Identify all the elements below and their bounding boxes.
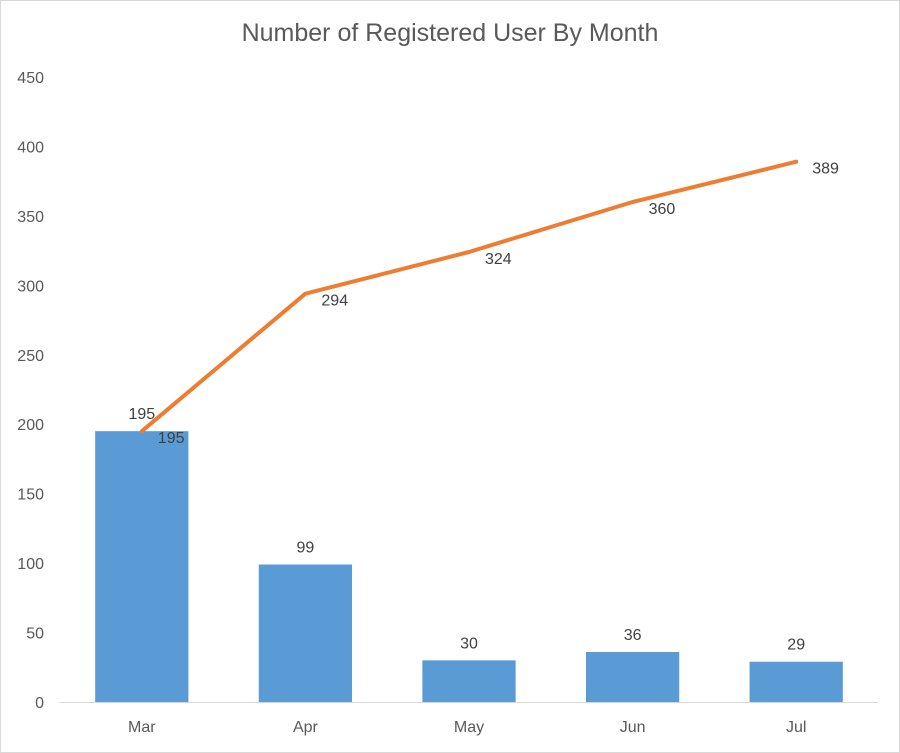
bar-data-label: 195 <box>128 406 155 423</box>
bar-mar <box>95 431 189 702</box>
bar-data-label: 30 <box>460 635 478 652</box>
bar-data-label: 36 <box>624 627 642 644</box>
y-tick-label: 450 <box>17 70 44 87</box>
bar-apr <box>258 564 353 702</box>
x-tick-label: Jun <box>620 719 646 736</box>
y-tick-label: 0 <box>35 695 44 712</box>
y-tick-label: 150 <box>17 487 44 504</box>
line-data-label: 294 <box>321 293 348 310</box>
y-tick-label: 50 <box>26 626 44 643</box>
y-tick-label: 400 <box>17 139 44 156</box>
x-tick-label: Jul <box>786 719 806 736</box>
bar-data-label: 99 <box>297 540 315 557</box>
x-tick-label: Apr <box>293 719 319 736</box>
chart-title: Number of Registered User By Month <box>241 19 659 47</box>
cumulative-line <box>139 159 799 434</box>
bar-may <box>422 660 516 702</box>
bar-data-label: 29 <box>787 637 805 654</box>
x-tick-label: May <box>454 719 484 736</box>
bar-jun <box>585 652 680 702</box>
y-tick-label: 350 <box>17 209 44 226</box>
y-tick-label: 250 <box>17 348 44 365</box>
line-data-label: 195 <box>158 430 185 447</box>
line-data-label: 324 <box>485 251 512 268</box>
line-data-label: 389 <box>812 161 839 178</box>
bar-jul <box>749 661 843 702</box>
line-data-label: 360 <box>649 201 676 218</box>
y-tick-label: 300 <box>17 278 44 295</box>
x-tick-label: Mar <box>128 719 156 736</box>
y-tick-label: 200 <box>17 417 44 434</box>
y-tick-label: 100 <box>17 556 44 573</box>
